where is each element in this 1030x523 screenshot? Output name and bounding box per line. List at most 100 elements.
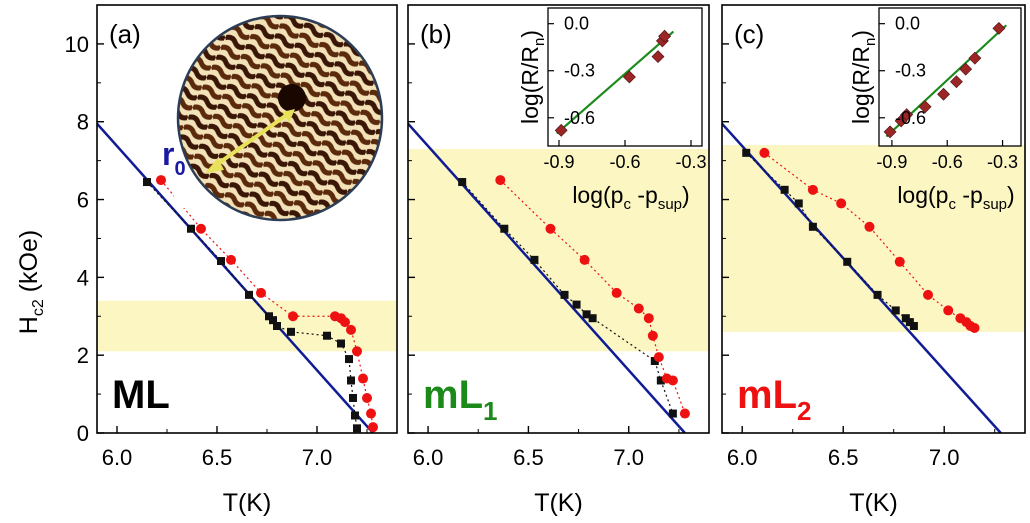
inset-diamond-point [658,29,672,43]
inset-x-tick-label: -0.9 [543,152,574,172]
inset-diamond-point [950,75,963,89]
red-circle-point [807,184,818,195]
sample-label-main: mL [423,373,483,417]
black-square-point [323,331,331,340]
inset-diamond-point [554,123,568,137]
red-circle-point [545,223,556,234]
black-square-point [269,316,277,325]
highlight-band [722,145,1025,332]
panel-b: 6.0 6.5 7.0 T(K) (b) mL1 -0.9 -0.6 -0.3 0.0 -0.3 -0… [407,4,710,517]
x-tick-label: 6.5 [828,445,859,470]
inset-x-label-sub1: c [623,196,631,213]
inset-y-tick-label: -0.3 [564,61,595,81]
x-tick-label: 7.0 [613,445,644,470]
black-square-point [351,411,359,420]
inset-diamond-point [900,108,914,122]
panel-frame [407,4,710,434]
red-circle-point [288,311,298,322]
black-square-point [347,376,355,385]
black-square-point [353,424,361,433]
inset-diamond-point [959,62,973,76]
inset-x-label-sub1: c [948,196,956,213]
inset-y-label: log(R/Rn) [848,30,879,124]
inset-y-tick-label: -0.6 [564,108,595,128]
sample-label-main: mL [737,373,797,417]
inset-diamond-point [883,125,897,139]
inset-x-label-sub2: sup [983,196,1007,213]
inset-diamond-point [937,87,950,101]
inset-y-label-sub: n [531,38,548,46]
red-circle-point [667,375,678,386]
black-square-point [530,255,539,264]
x-tick-label: 7.0 [302,445,333,470]
red-circle-point [226,254,236,265]
inset-x-tick-label: -0.3 [987,152,1018,172]
sample-label: ML [112,373,170,417]
red-circle-point [495,175,506,186]
inset-diamond-point [992,21,1006,35]
y-tick-label: 8 [77,110,89,135]
inset-x-tick-label: -0.9 [876,152,907,172]
black-square-point [349,393,357,402]
x-tick-label: 6.0 [413,445,444,470]
inset-y-label: log(R/Rn) [517,30,548,124]
inset-x-label-close: ) [682,182,690,208]
panel-label: (c) [734,19,764,49]
inset-x-label-sub2: sup [658,196,682,213]
black-series-line [745,152,915,327]
inset-x-label-mid: -p [631,182,658,208]
inset-diamond-point [918,100,932,114]
sample-label: mL1 [423,373,497,426]
black-square-point [500,224,509,233]
red-circle-point [653,352,664,363]
inset-y-tick-label: 0.0 [564,14,589,34]
red-circle-point [156,175,166,186]
black-square-point [287,327,295,336]
black-square-point [891,306,900,315]
black-square-point [245,290,253,299]
black-square-point [909,322,918,330]
inset-x-tick-label: -0.6 [609,152,640,172]
red-circle-point [943,305,954,316]
plot-area [97,122,378,433]
highlight-band [408,148,709,352]
inset-x-tick-label: -0.6 [932,152,963,172]
black-square-point [742,148,751,157]
black-square-point [217,257,225,266]
y-tick-label: 4 [77,265,89,290]
black-square-point [560,290,569,299]
inset-x-label-close: ) [1007,182,1015,208]
red-series-line [764,152,975,329]
inset-y-label-main: log(R/R [848,46,874,124]
inset-y-label-sub: n [862,38,879,46]
black-square-point [905,318,914,327]
red-circle-point [340,317,350,328]
x-axis-label: T(K) [849,489,898,517]
y-tick-label: 6 [77,188,89,213]
inset-diamond-point [622,70,636,84]
black-square-point [337,339,345,348]
inset-diamond-point [968,51,982,65]
red-circle-point [366,408,376,419]
red-circle-point [579,254,590,265]
inset-x-tick-label: -0.3 [675,152,706,172]
red-circle-point [368,422,378,433]
red-circle-point [358,373,368,384]
red-circle-point [969,322,980,333]
black-square-point [656,376,665,385]
inset-y-tick-label: -0.3 [895,61,926,81]
inset-fit-line [556,30,675,135]
red-circle-point [346,324,356,335]
red-circle-point [256,287,266,298]
black-square-point [582,310,591,319]
panel-a: 0 2 4 6 8 10 6.0 6.5 7.0 T(K) (a) ML [65,4,398,517]
black-square-point [650,357,659,366]
black-square-point [808,222,817,231]
red-circle-point [759,147,770,158]
y-tick-label: 0 [77,421,89,446]
inset-x-label-main: log(p [572,182,623,208]
black-square-point [794,199,803,208]
red-series-line [499,179,686,414]
panel-label: (b) [420,19,452,49]
inset-x-label: log(pc -psup) [897,182,1014,213]
